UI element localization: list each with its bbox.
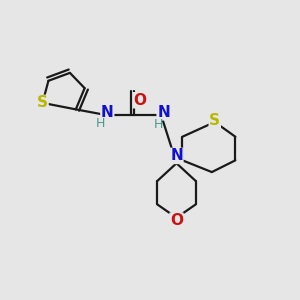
Text: H: H (95, 117, 105, 130)
Text: N: N (157, 105, 170, 120)
Text: O: O (170, 213, 183, 228)
Text: N: N (170, 148, 183, 164)
Text: H: H (154, 118, 164, 130)
Text: N: N (101, 105, 114, 120)
Text: S: S (209, 113, 220, 128)
Text: S: S (37, 95, 48, 110)
Text: O: O (133, 93, 146, 108)
